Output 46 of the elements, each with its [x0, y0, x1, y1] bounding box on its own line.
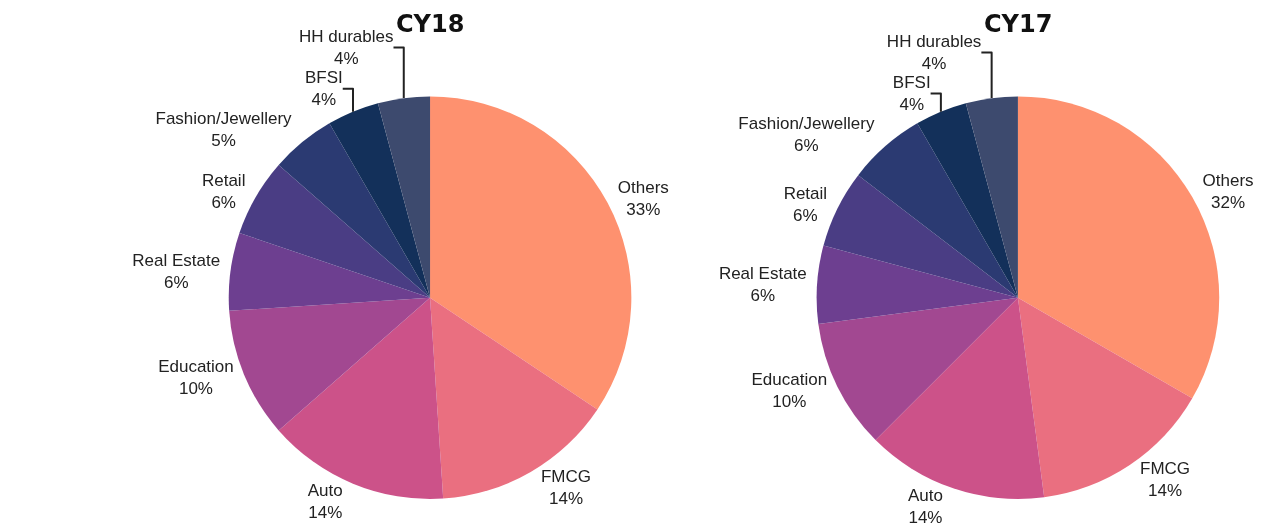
slice-label: BFSI	[304, 68, 343, 88]
pie-slice	[228, 232, 431, 311]
data-label: 6%	[793, 206, 818, 226]
pie-slice	[965, 96, 1018, 298]
pie-slice	[329, 103, 431, 298]
data-label: 10%	[772, 392, 807, 412]
pie-slice	[1017, 297, 1193, 498]
data-label: 5%	[211, 131, 236, 151]
data-label: 4%	[311, 90, 337, 110]
slice-label: Fashion/Jewellery	[738, 114, 875, 134]
data-label: 4%	[921, 54, 947, 74]
slice-label: Education	[751, 370, 828, 390]
slice-label: HH durables	[298, 27, 394, 47]
data-label: 6%	[750, 285, 776, 305]
slice-label: BFSI	[892, 73, 931, 93]
slice-label: Retail	[201, 171, 246, 191]
data-label: 6%	[211, 193, 236, 213]
slice-label: HH durables	[886, 31, 982, 51]
data-label: 14%	[308, 502, 343, 522]
data-label: 10%	[178, 379, 213, 399]
data-label: 33%	[626, 199, 661, 219]
slice-label: Real Estate	[718, 263, 807, 283]
slice-label: Auto	[307, 480, 343, 500]
slice-label: Real Estate	[132, 250, 221, 270]
data-label: 6%	[794, 136, 819, 156]
pie-slice	[816, 245, 1018, 324]
slice-label: Education	[158, 357, 234, 377]
slice-label: Fashion/Jewellery	[155, 109, 293, 129]
pie-slice	[377, 96, 431, 298]
slice-label: Auto	[907, 486, 943, 506]
slice-label: Others	[617, 177, 669, 197]
slice-label: Retail	[783, 184, 828, 204]
data-label: 14%	[548, 488, 584, 508]
data-label: 4%	[333, 49, 359, 69]
data-label: 32%	[1211, 193, 1246, 213]
pie-slice	[278, 297, 444, 499]
pie-slice	[875, 297, 1045, 499]
data-label: 4%	[899, 95, 924, 115]
chart-title: CY17	[984, 10, 1053, 38]
data-label: 14%	[908, 508, 943, 528]
slice-label: FMCG	[540, 466, 592, 486]
slice-label: Others	[1202, 171, 1254, 191]
chart-title: CY18	[396, 10, 465, 38]
slice-label: FMCG	[1140, 458, 1191, 478]
data-label: 14%	[1148, 480, 1183, 500]
data-label: 6%	[163, 272, 189, 292]
